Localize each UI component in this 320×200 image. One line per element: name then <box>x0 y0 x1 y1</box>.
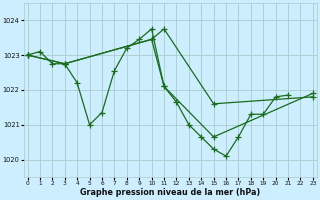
X-axis label: Graphe pression niveau de la mer (hPa): Graphe pression niveau de la mer (hPa) <box>80 188 260 197</box>
